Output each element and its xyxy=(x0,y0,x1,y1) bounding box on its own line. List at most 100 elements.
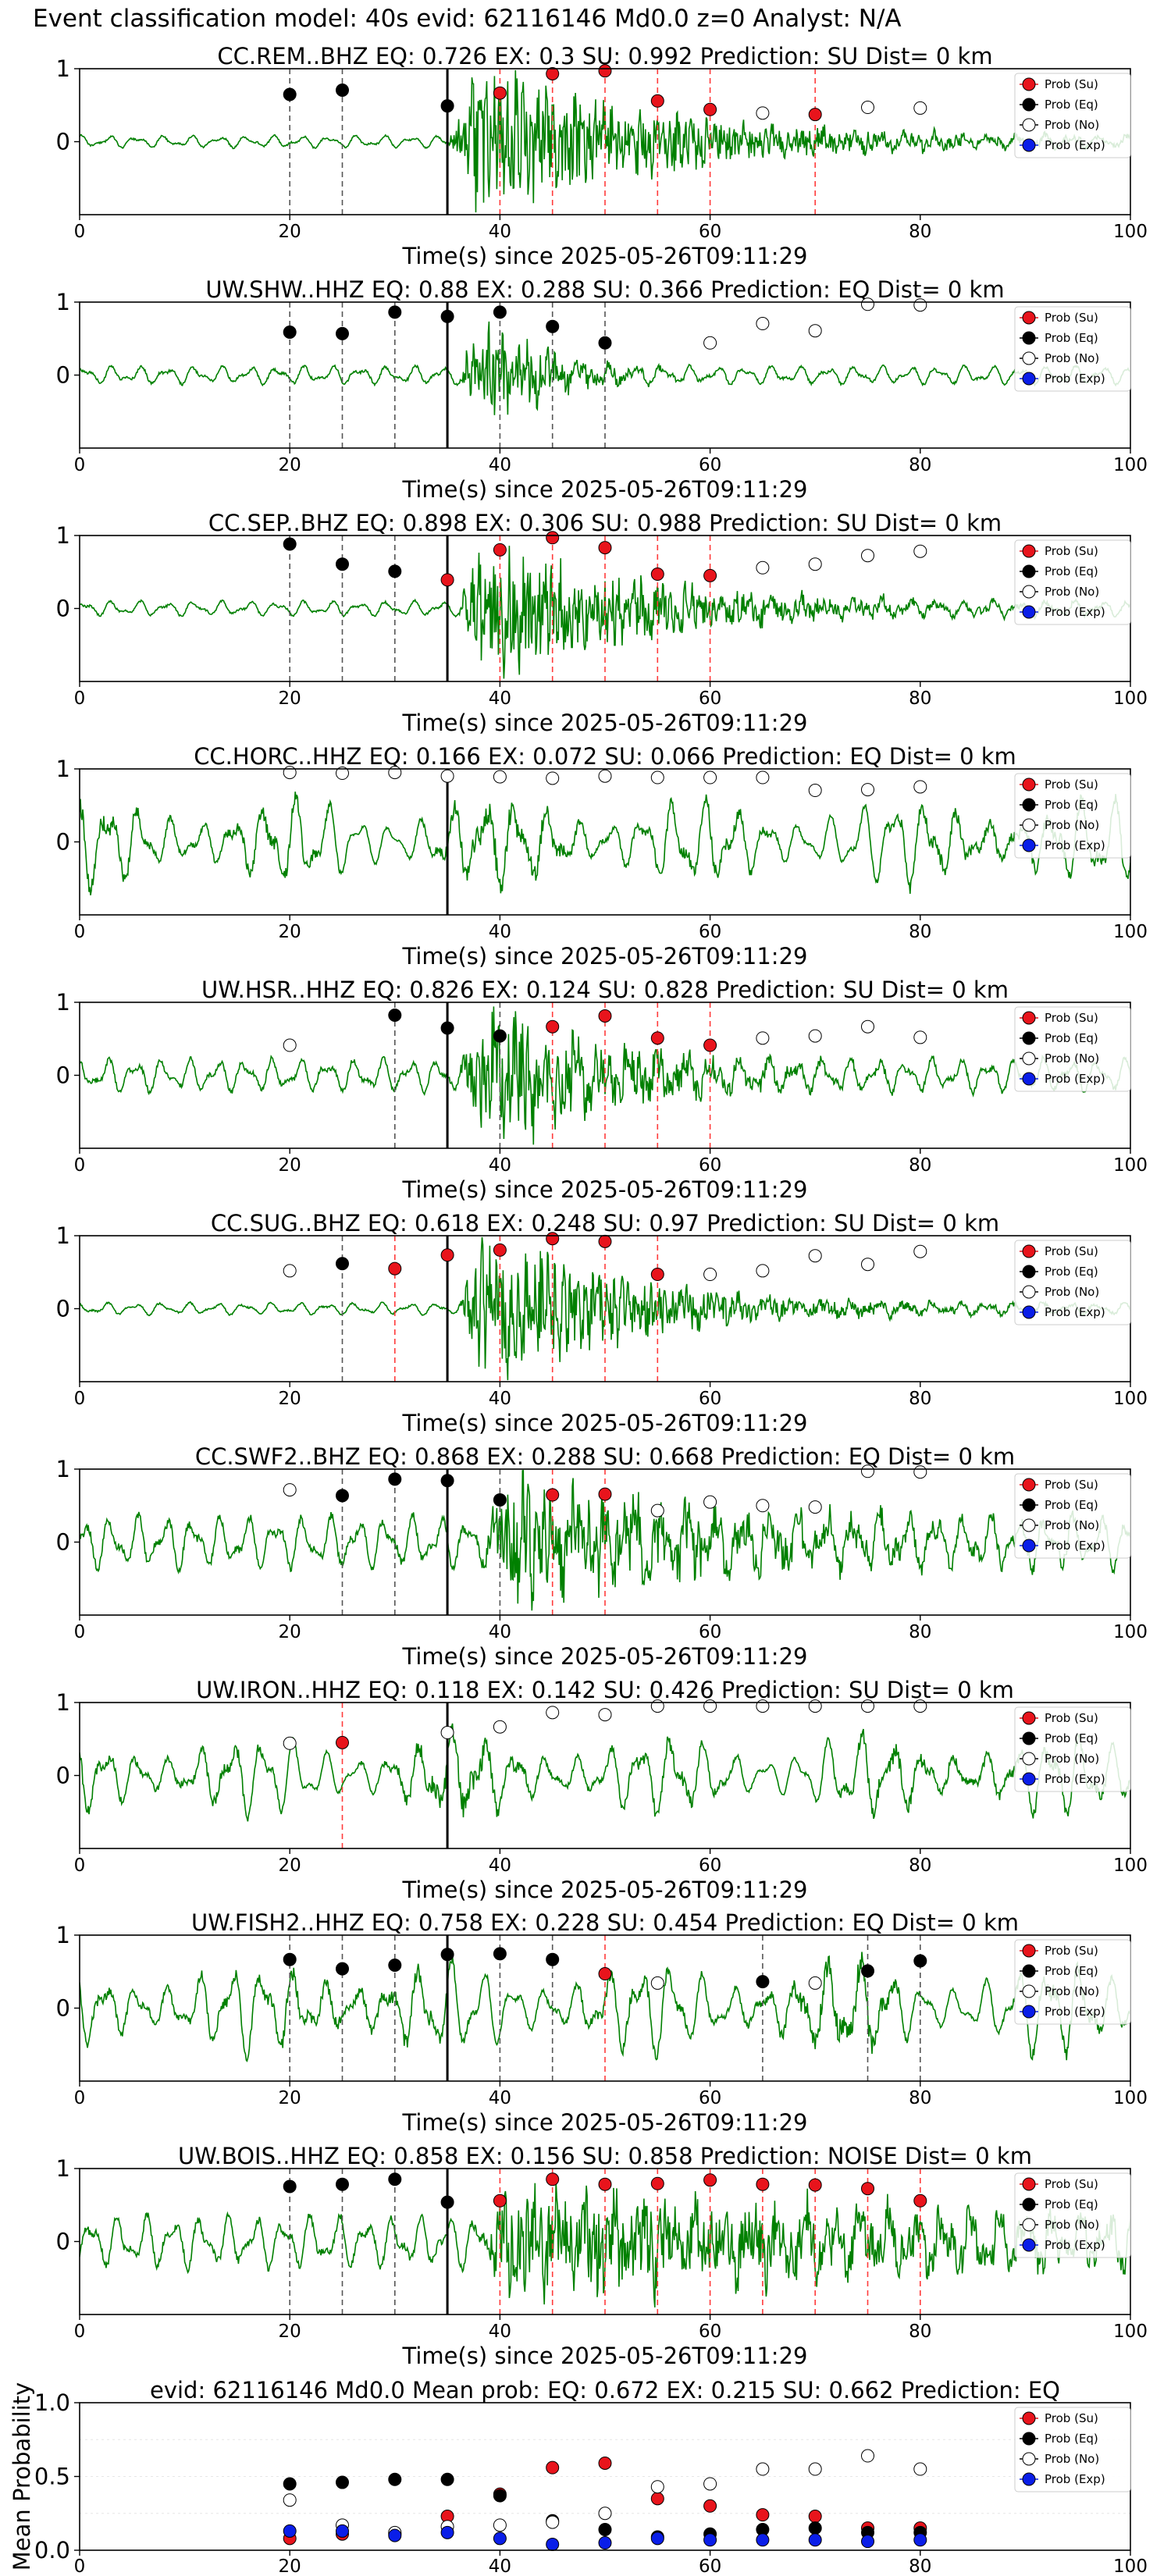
prob-point-su xyxy=(598,64,612,78)
mean-point-exp xyxy=(546,2537,560,2551)
prob-point-no xyxy=(650,1976,664,1990)
prob-point-no xyxy=(808,1249,822,1263)
x-tick-label: 80 xyxy=(909,455,931,475)
mean-point-no xyxy=(598,2507,612,2521)
legend-marker-exp xyxy=(1022,1539,1036,1553)
x-axis-label: Time(s) since 2025-05-26T09:11:29 xyxy=(402,476,808,503)
waveform-group xyxy=(80,1723,1130,1822)
mean-point-eq xyxy=(283,2477,297,2491)
station-panel: UW.HSR..HHZ EQ: 0.826 EX: 0.124 SU: 0.82… xyxy=(56,977,1148,1203)
prob-point-no xyxy=(598,769,612,783)
legend-label-eq: Prob (Eq) xyxy=(1045,1964,1098,1978)
legend-box xyxy=(1014,539,1131,625)
mean-point-exp xyxy=(861,2535,874,2549)
prob-point-no xyxy=(703,770,717,785)
legend-label-eq: Prob (Eq) xyxy=(1045,798,1098,812)
panel-title: CC.SWF2..BHZ EQ: 0.868 EX: 0.288 SU: 0.6… xyxy=(195,1443,1015,1470)
y-tick-label: 1 xyxy=(56,1222,70,1249)
x-tick-label: 40 xyxy=(489,1622,511,1642)
prob-point-su xyxy=(650,94,664,108)
panel-title: CC.SUG..BHZ EQ: 0.618 EX: 0.248 SU: 0.97… xyxy=(211,1210,999,1236)
mean-point-eq xyxy=(336,2475,349,2489)
legend: Prob (Su) Prob (Eq) Prob (No) Prob (Exp) xyxy=(1014,2172,1131,2258)
prob-point-no xyxy=(913,1030,927,1044)
legend-label-su: Prob (Su) xyxy=(1045,1244,1098,1258)
station-panel: UW.BOIS..HHZ EQ: 0.858 EX: 0.156 SU: 0.8… xyxy=(56,2143,1148,2369)
legend-label-eq: Prob (Eq) xyxy=(1045,2197,1098,2211)
legend-marker-no xyxy=(1022,1752,1036,1766)
legend-marker-su xyxy=(1022,1478,1036,1492)
legend-marker-no xyxy=(1022,1984,1036,1998)
prob-point-eq xyxy=(336,326,349,340)
x-tick-label: 100 xyxy=(1113,1622,1148,1642)
legend-marker-exp xyxy=(1022,372,1036,386)
mean-point-no xyxy=(861,2449,874,2463)
station-panel: UW.FISH2..HHZ EQ: 0.758 EX: 0.228 SU: 0.… xyxy=(56,1909,1148,2136)
y-tick-label: 0 xyxy=(56,1062,70,1089)
mean-point-no xyxy=(703,2477,717,2491)
legend-label-eq: Prob (Eq) xyxy=(1045,564,1098,578)
legend-label-no: Prob (No) xyxy=(1045,585,1099,599)
y-tick-label: 0 xyxy=(56,2229,70,2255)
y-tick-label: 1 xyxy=(56,2155,70,2182)
y-tick-label: 0 xyxy=(56,596,70,622)
prob-point-su xyxy=(598,1487,612,1501)
legend-label-no: Prob (No) xyxy=(1045,2452,1099,2466)
prob-point-no xyxy=(650,770,664,785)
legend-label-exp: Prob (Exp) xyxy=(1045,838,1105,852)
x-tick-label: 20 xyxy=(279,2322,301,2342)
prob-point-su xyxy=(808,108,822,122)
legend-label-su: Prob (Su) xyxy=(1045,544,1098,558)
x-tick-label: 40 xyxy=(489,2088,511,2108)
x-tick-label: 80 xyxy=(909,222,931,242)
prob-point-eq xyxy=(283,326,297,340)
x-tick-label: 80 xyxy=(909,1622,931,1642)
y-tick-label: 1.0 xyxy=(34,2389,70,2416)
waveform-group xyxy=(80,1006,1130,1145)
prob-point-su xyxy=(493,1243,507,1257)
prob-point-no xyxy=(703,1495,717,1509)
legend-label-exp: Prob (Exp) xyxy=(1045,2472,1105,2486)
prob-point-su xyxy=(598,1234,612,1248)
prob-point-no xyxy=(283,1038,297,1052)
prob-point-no xyxy=(756,770,770,785)
legend-marker-eq xyxy=(1022,564,1036,578)
prob-point-su xyxy=(493,86,507,100)
prob-point-eq xyxy=(388,1959,402,1973)
x-axis-label: Time(s) since 2025-05-26T09:11:29 xyxy=(402,1410,808,1436)
summary-title: evid: 62116146 Md0.0 Mean prob: EQ: 0.67… xyxy=(150,2377,1060,2403)
prob-point-no xyxy=(913,1465,927,1479)
prob-point-eq xyxy=(440,1948,454,1962)
prob-point-eq xyxy=(283,87,297,101)
legend-label-exp: Prob (Exp) xyxy=(1045,1539,1105,1553)
station-panel: CC.SWF2..BHZ EQ: 0.868 EX: 0.288 SU: 0.6… xyxy=(56,1443,1148,1670)
legend-marker-su xyxy=(1022,1711,1036,1725)
prob-point-su xyxy=(493,2194,507,2208)
x-axis-label: Time(s) since 2025-05-26T09:11:29 xyxy=(402,1877,808,1903)
prob-point-no xyxy=(703,336,717,350)
prob-point-su xyxy=(913,2194,927,2208)
x-tick-label: 60 xyxy=(699,1622,721,1642)
mean-point-eq xyxy=(440,2472,454,2486)
mean-point-su xyxy=(703,2499,717,2513)
legend-marker-exp xyxy=(1022,2472,1036,2486)
prob-point-no xyxy=(861,783,874,797)
x-tick-label: 60 xyxy=(699,1856,721,1876)
prob-point-eq xyxy=(388,1009,402,1023)
prob-point-eq xyxy=(283,1952,297,1966)
legend-box xyxy=(1014,73,1131,158)
mean-point-exp xyxy=(703,2533,717,2547)
legend-label-no: Prob (No) xyxy=(1045,1984,1099,1998)
legend-marker-exp xyxy=(1022,138,1036,152)
x-tick-label: 20 xyxy=(279,2088,301,2108)
legend-marker-eq xyxy=(1022,1498,1036,1512)
mean-point-su xyxy=(650,2492,664,2506)
prob-point-no xyxy=(650,1699,664,1713)
prob-point-no xyxy=(650,1503,664,1517)
legend: Prob (Su) Prob (Eq) Prob (No) Prob (Exp) xyxy=(1014,1240,1131,1325)
waveform-trace xyxy=(80,546,1130,679)
x-tick-label: 20 xyxy=(279,1389,301,1409)
mean-point-su xyxy=(808,2510,822,2524)
legend-label-eq: Prob (Eq) xyxy=(1045,331,1098,345)
x-tick-label: 60 xyxy=(699,1389,721,1409)
